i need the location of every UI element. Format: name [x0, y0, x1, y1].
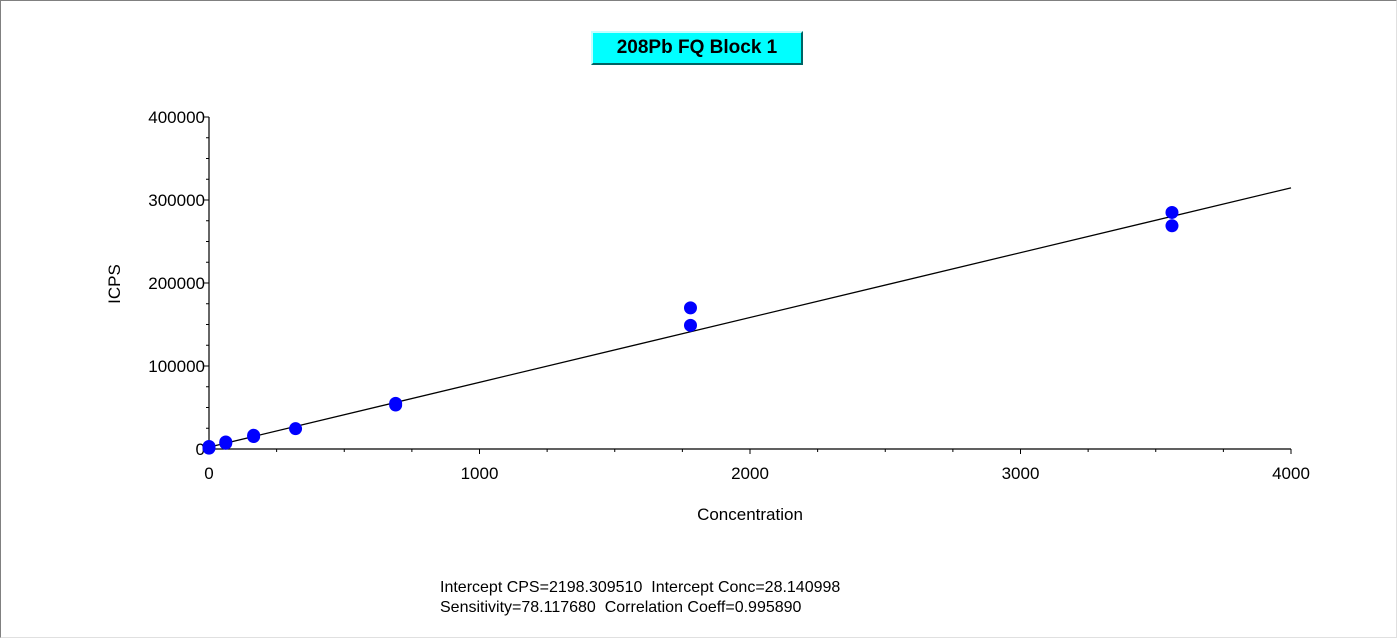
x-tick-label: 4000 — [1272, 464, 1310, 483]
data-point — [219, 435, 233, 449]
sensitivity-stats: Sensitivity=78.117680 Correlation Coeff=… — [440, 599, 802, 616]
x-tick-label: 0 — [204, 464, 213, 483]
y-axis-label: ICPS — [105, 264, 124, 304]
x-axis-label: Concentration — [697, 505, 803, 524]
x-tick-label: 2000 — [731, 464, 769, 483]
regression-stats: Intercept CPS=2198.309510 Intercept Conc… — [440, 578, 1040, 618]
data-point — [1165, 219, 1179, 233]
data-point — [202, 440, 216, 454]
data-point — [683, 301, 697, 315]
y-tick-label: 400000 — [148, 108, 205, 127]
data-point — [289, 422, 303, 436]
tick-marks — [204, 116, 1292, 454]
data-point — [1165, 205, 1179, 219]
data-point — [389, 396, 403, 410]
y-tick-label: 0 — [196, 440, 205, 459]
y-tick-label: 200000 — [148, 274, 205, 293]
chart-title: 208Pb FQ Block 1 — [591, 31, 803, 65]
data-point — [683, 318, 697, 332]
axes — [208, 117, 1291, 450]
y-tick-label: 100000 — [148, 357, 205, 376]
data-points — [202, 205, 1179, 455]
data-point — [247, 428, 261, 442]
regression-line — [208, 187, 1292, 448]
intercept-stats: Intercept CPS=2198.309510 Intercept Conc… — [440, 579, 841, 596]
y-tick-label: 300000 — [148, 191, 205, 210]
tick-labels: 0 1000 2000 3000 4000 0 100000 200000 300000 4000… — [148, 108, 1310, 483]
x-tick-label: 1000 — [461, 464, 499, 483]
x-tick-label: 3000 — [1002, 464, 1040, 483]
